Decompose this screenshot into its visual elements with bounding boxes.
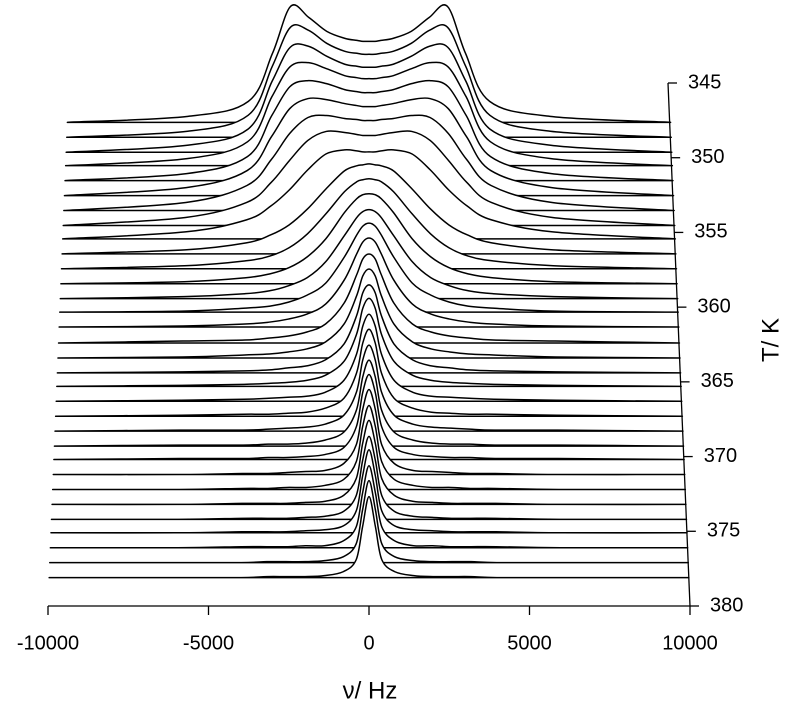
spectrum-trace <box>48 495 690 579</box>
z-tick-label: 380 <box>710 594 743 616</box>
z-tick-label: 345 <box>688 71 721 93</box>
z-tick-label: 365 <box>701 370 734 392</box>
z-tick-label: 360 <box>697 295 730 317</box>
z-tick-label: 370 <box>704 445 737 467</box>
z-tick-label: 350 <box>691 146 724 168</box>
z-tick-label: 355 <box>694 221 727 243</box>
z-tick-label: 375 <box>707 520 740 542</box>
x-axis-title: ν/ Hz <box>343 677 398 704</box>
x-tick-label: -5000 <box>183 632 234 654</box>
x-tick-label: 10000 <box>662 632 718 654</box>
z-axis-line <box>667 82 691 607</box>
z-axis-title: T/ K <box>757 318 784 362</box>
x-tick-label: -10000 <box>17 632 79 654</box>
x-tick-label: 0 <box>363 632 374 654</box>
x-tick-label: 5000 <box>507 632 552 654</box>
